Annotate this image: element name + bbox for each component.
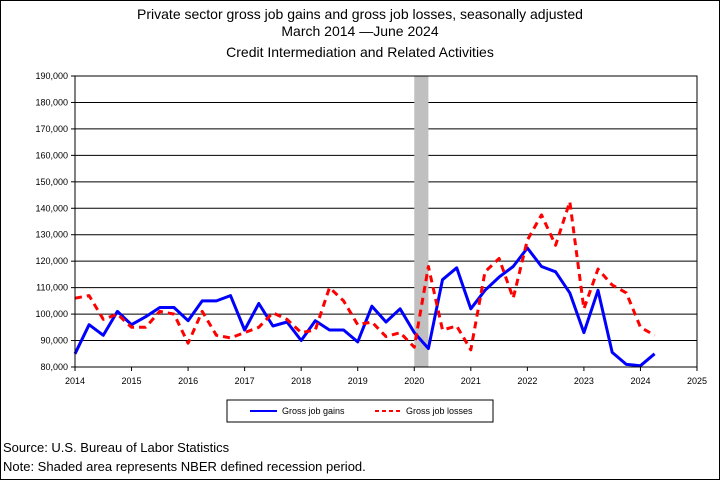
x-tick-label: 2016 xyxy=(178,376,198,386)
chart-title: Private sector gross job gains and gross… xyxy=(137,6,583,22)
y-tick-label: 140,000 xyxy=(35,203,68,213)
chart-date-range: March 2014 —June 2024 xyxy=(281,23,439,39)
legend-box xyxy=(226,399,494,423)
x-tick-label: 2020 xyxy=(404,376,424,386)
legend: Gross job gains Gross job losses xyxy=(226,399,494,423)
y-tick-label: 130,000 xyxy=(35,230,68,240)
plot-area-border xyxy=(74,75,698,368)
series-lines xyxy=(73,200,656,368)
x-tick-label: 2021 xyxy=(461,376,481,386)
y-axis-ticks: 80,000 90,000 100,000 110,000 120,000 130,000… xyxy=(35,71,75,372)
x-tick-label: 2022 xyxy=(517,376,537,386)
x-tick-label: 2019 xyxy=(348,376,368,386)
x-tick-label: 2018 xyxy=(291,376,311,386)
x-tick-label: 2023 xyxy=(574,376,594,386)
y-tick-label: 90,000 xyxy=(40,336,68,346)
x-tick-label: 2025 xyxy=(687,376,707,386)
y-tick-label: 80,000 xyxy=(40,362,68,372)
x-tick-label: 2017 xyxy=(235,376,255,386)
chart-industry: Credit Intermediation and Related Activi… xyxy=(226,44,494,60)
y-tick-label: 100,000 xyxy=(35,309,68,319)
x-tick-label: 2024 xyxy=(630,376,650,386)
x-axis-ticks: 2014 2015 2016 2017 2018 2019 2020 2021 2022 2023… xyxy=(65,367,707,386)
source-note: Source: U.S. Bureau of Labor Statistics xyxy=(3,440,230,455)
legend-gains-label: Gross job gains xyxy=(282,406,345,416)
y-tick-label: 110,000 xyxy=(36,283,68,293)
recession-band-rect xyxy=(414,76,429,367)
recession-band xyxy=(414,76,429,367)
x-tick-label: 2014 xyxy=(65,376,85,386)
y-tick-label: 170,000 xyxy=(35,124,68,134)
recession-note: Note: Shaded area represents NBER define… xyxy=(3,459,366,474)
gross-job-losses-line xyxy=(74,200,656,352)
y-tick-label: 160,000 xyxy=(35,150,68,160)
y-tick-label: 180,000 xyxy=(35,97,68,107)
x-tick-label: 2015 xyxy=(122,376,142,386)
y-tick-label: 190,000 xyxy=(35,71,68,81)
y-tick-label: 150,000 xyxy=(35,177,68,187)
y-tick-label: 120,000 xyxy=(35,256,68,266)
gross-job-gains-line xyxy=(73,246,656,368)
legend-losses-label: Gross job losses xyxy=(406,406,473,416)
